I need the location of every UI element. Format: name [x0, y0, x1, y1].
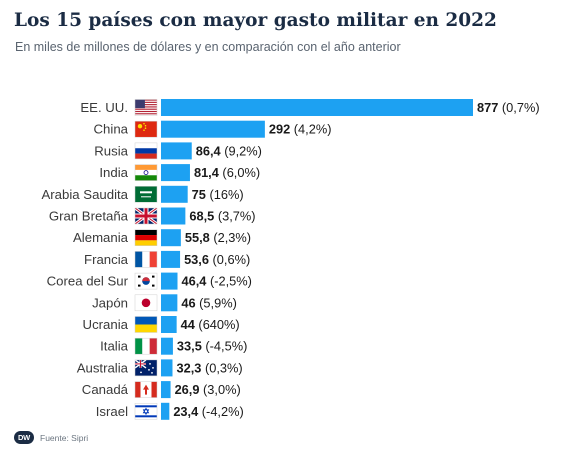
change-label: (-4,5%): [202, 339, 248, 354]
flag-ukraine-icon: [134, 316, 158, 333]
value-label: 23,4 (-4,2%): [173, 404, 243, 419]
chart-title: Los 15 países con mayor gasto militar en…: [14, 10, 497, 31]
category-label: India: [99, 165, 128, 180]
bar: [161, 272, 178, 290]
footer: DW Fuente: Sipri: [14, 431, 88, 444]
bar: [161, 142, 192, 160]
dw-logo-icon: DW: [14, 431, 34, 444]
category-label: Rusia: [94, 143, 128, 158]
value-number: 292: [269, 122, 290, 137]
value-number: 55,8: [185, 230, 210, 245]
flag-germany-icon: [134, 229, 158, 246]
value-label: 33,5 (-4,5%): [177, 339, 247, 354]
change-label: (3,7%): [214, 209, 255, 224]
flag-uk-icon: [134, 207, 158, 225]
value-label: 877 (0,7%): [477, 100, 540, 115]
category-label: Australia: [77, 360, 129, 375]
value-number: 877: [477, 100, 498, 115]
category-label: Arabia Saudita: [41, 187, 128, 202]
value-label: 55,8 (2,3%): [185, 230, 251, 245]
bar: [161, 337, 173, 355]
flag-france-icon: [134, 251, 158, 268]
flag-china-icon: [134, 120, 158, 138]
flag-canada-icon: [134, 381, 158, 398]
value-label: 68,5 (3,7%): [189, 209, 255, 224]
chart-subtitle: En miles de millones de dólares y en com…: [15, 40, 401, 54]
flag-italy-icon: [134, 337, 158, 355]
change-label: (0,3%): [201, 360, 242, 375]
change-label: (0,7%): [498, 100, 539, 115]
bar: [161, 381, 171, 399]
category-label: Ucrania: [83, 317, 129, 332]
category-label: Canadá: [82, 382, 129, 397]
change-label: (4,2%): [290, 122, 331, 137]
flag-india-icon: [134, 164, 158, 181]
category-label: China: [94, 122, 129, 137]
change-label: (2,3%): [210, 230, 251, 245]
bar: [161, 120, 265, 138]
value-number: 32,3: [176, 360, 201, 375]
flag-usa-icon: [134, 99, 158, 116]
change-label: (0,6%): [209, 252, 250, 267]
value-label: 44 (640%): [181, 317, 240, 332]
category-label: Italia: [100, 339, 129, 354]
source-note: Fuente: Sipri: [40, 432, 89, 443]
category-label: Corea del Sur: [47, 274, 129, 289]
category-label: Israel: [96, 404, 128, 419]
flag-australia-icon: [134, 359, 158, 377]
value-number: 75: [192, 187, 206, 202]
bar: [161, 185, 188, 203]
value-label: 75 (16%): [192, 187, 244, 202]
value-label: 81,4 (6,0%): [194, 165, 260, 180]
change-label: (640%): [195, 317, 240, 332]
value-number: 68,5: [189, 209, 214, 224]
value-number: 26,9: [175, 382, 200, 397]
bar: [161, 164, 190, 182]
bar: [161, 207, 186, 225]
bar: [161, 402, 170, 420]
bar: [161, 316, 177, 333]
value-number: 23,4: [173, 404, 199, 419]
value-number: 33,5: [177, 339, 202, 354]
value-number: 53,6: [184, 252, 209, 267]
change-label: (-2,5%): [206, 274, 252, 289]
bar: [161, 294, 178, 312]
value-label: 292 (4,2%): [269, 122, 332, 137]
change-label: (-4,2%): [198, 404, 244, 419]
bar: [161, 359, 173, 377]
category-label: Francia: [84, 252, 129, 267]
flag-south-korea-icon: [134, 272, 158, 290]
flag-saudi-arabia-icon: [134, 186, 158, 203]
change-label: (3,0%): [199, 382, 240, 397]
value-number: 46: [181, 295, 195, 310]
change-label: (9,2%): [221, 143, 262, 158]
value-label: 86,4 (9,2%): [196, 143, 262, 158]
value-number: 46,4: [182, 274, 208, 289]
change-label: (16%): [206, 187, 244, 202]
value-label: 46 (5,9%): [181, 295, 236, 310]
change-label: (6,0%): [219, 165, 260, 180]
value-label: 46,4 (-2,5%): [182, 274, 252, 289]
value-label: 53,6 (0,6%): [184, 252, 250, 267]
flag-russia-icon: [134, 142, 158, 160]
category-label: Gran Bretaña: [49, 209, 129, 224]
flag-israel-icon: [134, 403, 158, 420]
flag-japan-icon: [134, 294, 158, 312]
value-number: 86,4: [196, 143, 222, 158]
change-label: (5,9%): [196, 295, 237, 310]
category-label: EE. UU.: [80, 100, 128, 115]
value-number: 81,4: [194, 165, 220, 180]
value-label: 26,9 (3,0%): [175, 382, 241, 397]
category-label: Alemania: [73, 230, 129, 245]
value-number: 44: [181, 317, 196, 332]
bar: [161, 250, 181, 268]
category-label: Japón: [92, 295, 128, 310]
value-label: 32,3 (0,3%): [176, 360, 242, 375]
bar: [161, 229, 181, 247]
bar: [161, 99, 473, 116]
